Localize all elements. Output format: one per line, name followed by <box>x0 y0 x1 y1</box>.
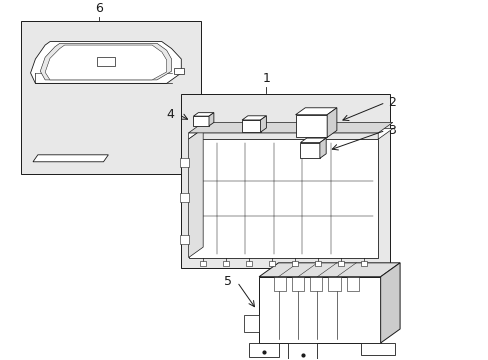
Polygon shape <box>30 42 181 84</box>
Polygon shape <box>319 138 325 158</box>
Polygon shape <box>300 138 325 143</box>
Bar <box>21 21 201 174</box>
Polygon shape <box>259 277 380 343</box>
Text: 6: 6 <box>95 3 102 15</box>
Bar <box>181 94 389 268</box>
Bar <box>180 235 188 244</box>
Polygon shape <box>244 315 259 333</box>
Bar <box>309 277 322 291</box>
Polygon shape <box>242 116 266 120</box>
Polygon shape <box>380 263 399 343</box>
Bar <box>328 277 340 291</box>
Polygon shape <box>45 45 166 80</box>
Bar <box>242 120 260 132</box>
Bar <box>97 57 115 66</box>
Bar <box>245 261 251 266</box>
Bar <box>291 261 297 266</box>
Bar <box>223 261 228 266</box>
Bar <box>268 261 274 266</box>
Polygon shape <box>188 122 392 133</box>
Bar <box>291 277 304 291</box>
Polygon shape <box>259 263 399 277</box>
Polygon shape <box>33 155 108 162</box>
Text: 1: 1 <box>262 72 270 85</box>
Polygon shape <box>188 129 392 139</box>
Bar <box>337 261 343 266</box>
Text: 3: 3 <box>387 124 395 137</box>
Bar <box>200 261 205 266</box>
Polygon shape <box>249 343 278 357</box>
Polygon shape <box>208 113 213 126</box>
Polygon shape <box>193 113 213 116</box>
Bar <box>300 143 319 158</box>
Polygon shape <box>40 43 171 80</box>
Text: 4: 4 <box>166 108 174 121</box>
Bar <box>174 68 183 74</box>
Polygon shape <box>361 343 394 355</box>
Polygon shape <box>287 343 317 360</box>
Text: 5: 5 <box>224 275 232 288</box>
Bar <box>180 158 188 167</box>
Polygon shape <box>260 116 266 132</box>
Bar <box>295 115 326 138</box>
Bar <box>314 261 320 266</box>
Polygon shape <box>188 139 377 258</box>
Polygon shape <box>326 108 336 138</box>
Polygon shape <box>295 108 336 115</box>
Bar <box>360 261 366 266</box>
Bar <box>180 193 188 202</box>
Bar <box>193 116 208 126</box>
Bar <box>273 277 285 291</box>
Text: 2: 2 <box>387 96 395 109</box>
Bar <box>346 277 358 291</box>
Polygon shape <box>188 129 203 258</box>
